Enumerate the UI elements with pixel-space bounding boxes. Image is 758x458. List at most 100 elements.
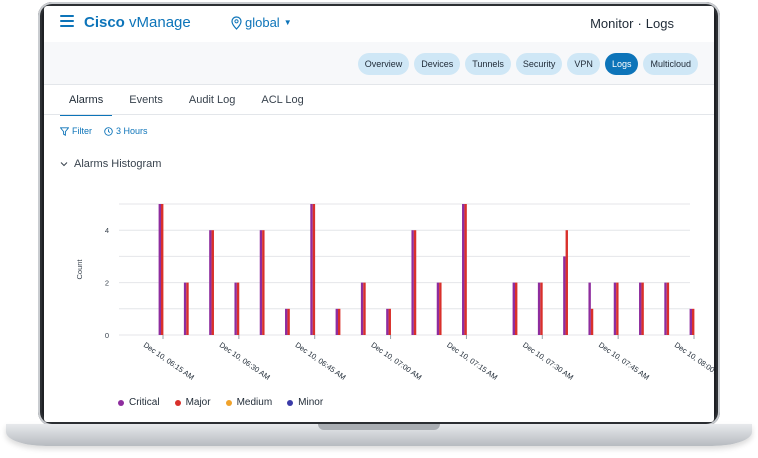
page-section: Monitor (590, 16, 634, 31)
bar-critical (285, 308, 288, 335)
bar-major (312, 204, 316, 335)
location-pin-icon (231, 15, 242, 30)
legend-label-minor: Minor (298, 397, 324, 408)
bar-major (439, 282, 442, 335)
legend-item-major[interactable]: Major (174, 397, 211, 408)
legend-swatch-critical (118, 399, 124, 406)
bar-major (186, 282, 189, 335)
bar-major (413, 230, 417, 335)
x-tick-label: Dec 10, 07:15 AM (445, 340, 499, 382)
bar-major (540, 282, 543, 335)
page-name: Logs (645, 16, 674, 31)
alarms-histogram-chart: 0 2 4 Count Dec 10, 06:15 AM Dec 10, 06:30 AM… (75, 203, 714, 382)
bar-critical (563, 256, 566, 335)
bar-critical (689, 308, 692, 335)
hamburger-menu-icon[interactable] (60, 15, 74, 27)
tabs-divider (44, 114, 714, 115)
filter-label: Filter (72, 126, 92, 136)
tab-audit-log[interactable]: Audit Log (188, 94, 236, 106)
brand-name: Cisco (84, 14, 125, 31)
brand-product: vManage (124, 14, 191, 31)
time-range-button[interactable]: 3 Hours (104, 126, 148, 136)
legend-label-major: Major (185, 397, 211, 408)
y-tick-label: 2 (105, 279, 109, 288)
nav-pill-security[interactable]: Security (515, 53, 563, 75)
nav-pill-devices[interactable]: Devices (414, 53, 461, 75)
bar-major (616, 282, 619, 335)
bar-critical (588, 282, 591, 335)
bar-major (287, 308, 290, 335)
monitor-nav: Overview Devices Tunnels Security VPN Lo… (357, 53, 698, 75)
bar-critical (462, 204, 465, 335)
nav-pill-vpn[interactable]: VPN (567, 53, 600, 75)
nav-pill-overview[interactable]: Overview (357, 53, 410, 75)
histogram-title: Alarms Histogram (74, 158, 162, 170)
nav-pill-logs[interactable]: Logs (604, 53, 639, 75)
bar-critical (360, 282, 364, 335)
brand-logo: Cisco vManage (84, 14, 191, 31)
x-tick-label: Dec 10, 06:30 AM (218, 340, 272, 382)
bar-critical (411, 230, 414, 335)
x-tick-label: Dec 10, 06:15 AM (142, 340, 196, 382)
location-selector[interactable]: global ▼ (231, 15, 292, 30)
bar-major (338, 308, 341, 335)
filter-button[interactable]: Filter (60, 126, 92, 136)
legend-item-minor[interactable]: Minor (287, 397, 323, 408)
bar-major (641, 282, 644, 335)
bar-critical (234, 282, 237, 335)
tab-alarms[interactable]: Alarms (60, 94, 113, 116)
x-tick-label: Dec 10, 07:30 AM (521, 340, 575, 382)
app-screen: Cisco vManage global ▼ Monitor · Logs Over… (44, 6, 714, 422)
x-tick-label: Dec 10, 08:00 AM (673, 340, 714, 382)
bar-major (161, 204, 164, 335)
legend-swatch-minor (287, 399, 294, 406)
nav-pill-tunnels[interactable]: Tunnels (465, 53, 511, 75)
x-tick-label: Dec 10, 07:00 AM (369, 340, 423, 382)
bar-major (565, 230, 568, 335)
bar-critical (537, 282, 541, 335)
bar-major (262, 230, 265, 335)
caret-down-icon: ▼ (283, 18, 292, 27)
bar-critical (386, 308, 389, 335)
legend-swatch-medium (225, 399, 232, 406)
bar-critical (183, 282, 187, 335)
bar-critical (512, 282, 515, 335)
monitor-nav-bar: Overview Devices Tunnels Security VPN Lo… (44, 42, 714, 85)
location-label: global (245, 15, 280, 30)
bar-critical (209, 230, 212, 335)
page-title: Monitor · Logs (590, 16, 674, 31)
filter-icon (60, 126, 69, 136)
bar-major (388, 308, 391, 335)
laptop-notch (318, 424, 440, 430)
time-range-label: 3 Hours (116, 126, 148, 136)
bar-major (666, 282, 670, 335)
y-tick-label: 4 (105, 226, 109, 235)
bar-critical (639, 282, 642, 335)
tab-events[interactable]: Events (129, 94, 163, 106)
clock-icon (104, 126, 113, 136)
tab-acl-log[interactable]: ACL Log (261, 94, 304, 106)
legend-swatch-major (174, 399, 181, 406)
title-separator: · (637, 16, 642, 31)
bar-critical (259, 230, 263, 335)
bar-critical (613, 282, 617, 335)
laptop-base (6, 424, 752, 446)
chart-legend: Critical Major Medium Minor (118, 397, 323, 408)
bar-major (692, 308, 695, 335)
bar-critical (310, 204, 313, 335)
bar-major (590, 308, 594, 335)
bar-major (236, 282, 240, 335)
legend-item-medium[interactable]: Medium (225, 397, 273, 408)
bar-critical (158, 204, 161, 335)
y-axis-label: Count (75, 259, 84, 280)
filter-row: Filter 3 Hours (60, 126, 148, 136)
x-tick-label: Dec 10, 06:45 AM (294, 340, 348, 382)
legend-label-critical: Critical (129, 397, 160, 408)
top-bar: Cisco vManage global ▼ Monitor · Logs (44, 6, 714, 43)
bar-major (464, 204, 467, 335)
y-tick-label: 0 (105, 331, 109, 340)
legend-label-medium: Medium (236, 397, 273, 408)
legend-item-critical[interactable]: Critical (118, 397, 160, 408)
nav-pill-multicloud[interactable]: Multicloud (643, 53, 698, 75)
histogram-header[interactable]: Alarms Histogram (60, 158, 161, 170)
